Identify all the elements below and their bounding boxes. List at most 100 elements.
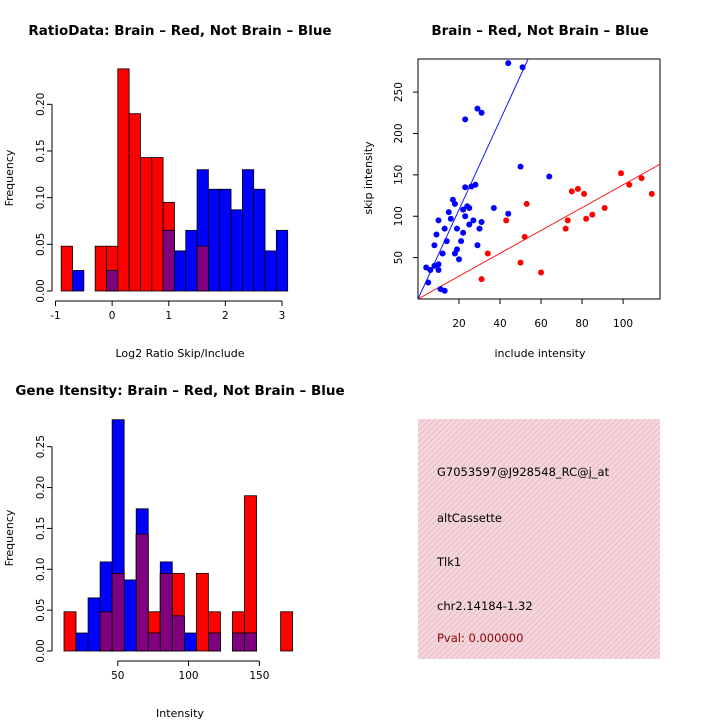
blue-point	[453, 225, 460, 232]
gene-hist-overlap-bar	[159, 572, 173, 652]
scatter-ylabel: skip intensity	[362, 141, 375, 215]
gene-hist-overlap-bar	[99, 611, 113, 652]
ratio-hist-blue-bar	[174, 250, 187, 292]
scatter-xlabel: include intensity	[494, 347, 586, 360]
ratio-histogram: RatioData: Brain – Red, Not Brain – Blue…	[3, 23, 332, 360]
blue-point	[435, 217, 442, 224]
scatter-x-tick-label: 40	[493, 318, 506, 330]
blue-point	[441, 287, 448, 294]
gene-histogram-xlabel: Intensity	[156, 707, 204, 720]
gene-histogram-ylabel: Frequency	[3, 509, 16, 566]
gene-hist-y-tick-label: 0.05	[35, 598, 47, 621]
gene-hist-red-bar	[195, 572, 209, 652]
gene-hist-overlap-bar	[171, 615, 185, 652]
blue-point	[447, 215, 454, 222]
blue-fit-line	[417, 58, 529, 300]
location-text: chr2.14184-1.32	[437, 599, 533, 613]
red-point	[478, 276, 485, 283]
ratio-hist-red-bar	[140, 157, 153, 292]
scatter-y-tick-label: 200	[393, 123, 405, 143]
ratio-hist-red-bar	[94, 245, 107, 292]
blue-point	[458, 238, 465, 245]
gene-intensity-histogram: Gene Itensity: Brain – Red, Not Brain – …	[3, 383, 345, 720]
scatter-axes: 20 40 60 80 100 50 100 150 200 250	[393, 82, 633, 330]
ratio-hist-x-tick-label: 0	[109, 310, 116, 322]
ratio-histogram-bars	[60, 68, 289, 292]
blue-point	[466, 204, 473, 211]
ratio-hist-overlap-bar	[162, 229, 175, 292]
intensity-scatter: Brain – Red, Not Brain – Blue 20 40 60 80 10…	[362, 23, 661, 360]
ratio-hist-blue-bar	[219, 188, 232, 292]
scatter-y-tick-label: 100	[393, 206, 405, 226]
red-point	[581, 190, 588, 197]
gene-hist-blue-bar	[87, 597, 101, 652]
gene-hist-blue-bar	[123, 579, 137, 652]
blue-point	[431, 242, 438, 249]
red-point	[583, 215, 590, 222]
red-point	[484, 250, 491, 257]
ratio-hist-blue-bar	[275, 229, 289, 292]
blue-point	[435, 261, 442, 268]
scatter-y-tick-label: 50	[393, 251, 405, 264]
ratio-hist-blue-bar	[264, 250, 277, 292]
scatter-x-tick-label: 100	[613, 318, 633, 330]
blue-point	[462, 213, 469, 220]
red-point	[562, 225, 569, 232]
scatter-points	[423, 60, 655, 294]
scatter-x-tick-label: 60	[534, 318, 547, 330]
gene-hist-overlap-bar	[147, 632, 161, 652]
gene-name-text: Tlk1	[436, 555, 461, 569]
gene-histogram-bars	[63, 419, 294, 652]
blue-point	[474, 105, 481, 112]
gene-histogram-axes: 50 100 150 0.00 0.05 0.10 0.15 0.20 0.25	[35, 435, 269, 682]
red-point	[648, 190, 655, 197]
blue-point	[441, 225, 448, 232]
blue-point	[451, 200, 458, 207]
scatter-x-tick-label: 80	[575, 318, 588, 330]
scatter-y-tick-label: 250	[393, 82, 405, 102]
blue-point	[519, 64, 526, 71]
red-point	[638, 175, 645, 182]
gene-hist-blue-bar	[75, 632, 89, 652]
ratio-histogram-ylabel: Frequency	[3, 149, 16, 206]
blue-point	[472, 181, 479, 188]
blue-point	[445, 209, 452, 216]
blue-point	[476, 225, 483, 232]
blue-point	[478, 109, 485, 116]
ratio-histogram-title: RatioData: Brain – Red, Not Brain – Blue	[28, 23, 331, 39]
ratio-hist-red-bar	[117, 68, 130, 292]
ratio-hist-overlap-bar	[106, 270, 119, 292]
scatter-title: Brain – Red, Not Brain – Blue	[431, 23, 648, 39]
red-point	[503, 217, 510, 224]
blue-point	[443, 238, 450, 245]
gene-hist-red-bar	[280, 611, 294, 652]
gene-hist-red-bar	[63, 611, 77, 652]
blue-point	[462, 116, 469, 123]
ratio-hist-blue-bar	[72, 270, 85, 292]
red-point	[574, 185, 581, 192]
red-point	[538, 269, 545, 276]
ratio-hist-y-tick-label: 0.15	[35, 139, 47, 162]
blue-point	[505, 210, 512, 217]
ratio-hist-x-tick-label: -1	[50, 310, 60, 322]
ratio-hist-x-tick-label: 3	[279, 310, 286, 322]
gene-hist-red-bar	[244, 495, 257, 652]
gene-histogram-title: Gene Itensity: Brain – Red, Not Brain – …	[15, 383, 344, 399]
gene-hist-blue-bar	[183, 632, 197, 652]
blue-point	[466, 221, 473, 228]
blue-point	[505, 60, 512, 67]
blue-point	[517, 163, 524, 170]
blue-point	[425, 279, 432, 286]
gene-hist-x-tick-label: 150	[249, 670, 269, 682]
red-point	[601, 204, 608, 211]
red-point	[568, 188, 575, 195]
blue-point	[435, 267, 442, 274]
gene-hist-overlap-bar	[135, 533, 149, 652]
gene-hist-overlap-bar	[232, 632, 245, 652]
blue-point	[474, 242, 481, 249]
event-type-text: altCassette	[437, 511, 502, 525]
ratio-hist-red-bar	[128, 113, 141, 292]
gene-hist-y-tick-label: 0.25	[35, 435, 47, 458]
scatter-x-tick-label: 20	[452, 318, 465, 330]
